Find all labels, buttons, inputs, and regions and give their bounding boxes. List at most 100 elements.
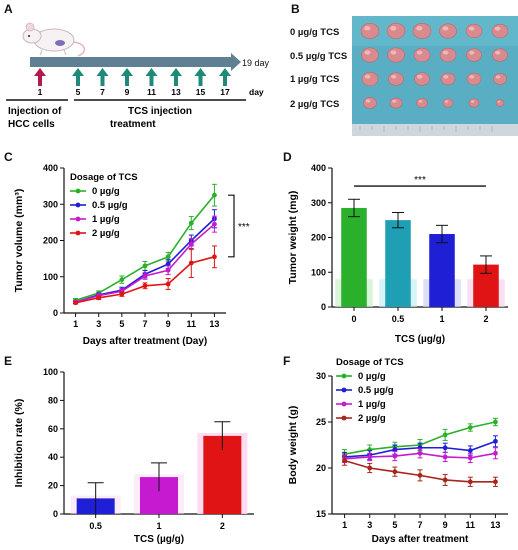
x-tick-label: 0.5 [392, 314, 405, 324]
legend-title: Dosage of TCS [70, 172, 138, 183]
tumor-volume-chart: 0 100 200 300 400 Tumor volume (mm³) Days afte… [13, 163, 250, 347]
y-axis-title: Tumor weight (mg) [287, 191, 299, 285]
data-point [165, 254, 171, 260]
y-tick-label: 30 [316, 371, 326, 381]
y-axis-title: Body weight (g) [287, 406, 299, 485]
data-point [188, 260, 194, 266]
data-point [212, 254, 217, 260]
y-tick-label: 60 [48, 424, 58, 434]
data-point [367, 454, 373, 460]
data-point [165, 281, 171, 287]
timeline-diagram: 19 day 1 5 7 9 11 13 15 17 day Injection of HC… [6, 22, 270, 130]
treatment-day-label: 11 [147, 87, 156, 97]
tumor-sample [386, 23, 406, 39]
day-unit: day [249, 87, 264, 97]
y-tick-label: 300 [311, 198, 326, 208]
data-point [392, 469, 398, 475]
x-tick-label: 11 [187, 319, 197, 329]
treatment-arrowhead [121, 68, 133, 76]
tumor-sample [439, 47, 457, 63]
data-point [493, 479, 498, 485]
data-point [417, 472, 423, 478]
tumor-weight-chart: 0 100 200 300 400 Tumor weight (mg) TCS (µg/g)… [287, 163, 508, 345]
tumor-sample [387, 47, 405, 63]
tumor-sample [416, 98, 428, 108]
timeline-bar [30, 57, 232, 67]
bar [341, 207, 367, 307]
bar [429, 234, 455, 307]
x-tick-label: 2 [483, 314, 488, 324]
y-tick-label: 100 [311, 267, 326, 277]
significance-label: *** [414, 175, 426, 186]
x-tick-label: 5 [392, 520, 397, 530]
tumor-sample [388, 72, 404, 86]
legend-label: 0.5 µg/g [92, 200, 128, 211]
injection-text-line2: HCC cells [8, 119, 55, 130]
treatment-arrowhead [96, 68, 109, 76]
y-tick-label: 400 [43, 163, 58, 173]
x-tick-label: 3 [96, 319, 101, 329]
data-point [73, 300, 78, 306]
x-tick-label: 13 [209, 319, 219, 329]
panel-label-f: F [283, 354, 291, 368]
legend-label: 2 µg/g [358, 413, 386, 424]
x-axis-title: TCS (µg/g) [134, 534, 184, 545]
tumor-sample [360, 23, 380, 39]
data-point [442, 445, 448, 451]
legend-title: Dosage of TCS [336, 357, 404, 368]
x-tick-label: 7 [417, 520, 422, 530]
tumor-sample [363, 97, 377, 109]
data-point [142, 283, 148, 289]
injection-arrow [34, 68, 46, 86]
data-point [165, 267, 171, 273]
x-axis-title: Days after treatment (Day) [83, 336, 208, 347]
treatment-text-line1: TCS injection [128, 106, 192, 117]
x-tick-label: 3 [367, 520, 372, 530]
data-point [119, 277, 125, 283]
y-tick-label: 0 [53, 509, 58, 519]
treatment-day-label: 17 [220, 87, 230, 97]
data-point [493, 450, 498, 456]
bar [385, 220, 411, 307]
x-axis-title: Days after treatment [372, 534, 469, 545]
tumor-sample [466, 72, 482, 86]
legend-label: 0 µg/g [358, 371, 386, 382]
panel-label-e: E [4, 354, 13, 368]
tumor-photo-panel: 0 µg/g TCS 0.5 µg/g TCS 1 µg/g TCS 2 µg/… [290, 16, 518, 136]
tumor-sample [466, 48, 482, 62]
data-point [142, 273, 148, 279]
treatment-day-label: 15 [196, 87, 206, 97]
x-tick-label: 0 [351, 314, 356, 324]
panel-label-c: C [4, 150, 13, 164]
legend-label: 1 µg/g [92, 214, 120, 225]
x-tick-label: 1 [342, 520, 347, 530]
y-tick-label: 80 [48, 395, 58, 405]
y-tick-label: 20 [316, 463, 326, 473]
tumor-photo [352, 16, 518, 136]
x-tick-label: 11 [466, 520, 476, 530]
end-day-label: 19 day [242, 58, 270, 68]
treatment-day-label: 9 [125, 87, 130, 97]
data-point [188, 220, 194, 226]
y-axis-title: Inhibition rate (%) [13, 399, 25, 488]
photo-row-label-0: 0 µg/g TCS [290, 27, 340, 38]
data-point [142, 263, 148, 269]
y-tick-label: 15 [316, 509, 326, 519]
data-point [367, 465, 373, 471]
x-tick-label: 1 [156, 521, 161, 531]
y-tick-label: 20 [48, 481, 58, 491]
data-point [493, 419, 498, 425]
treatment-arrowhead [72, 68, 84, 76]
tumor-sample [414, 72, 430, 86]
injection-text-line1: Injection of [8, 106, 62, 117]
tumor-sample [493, 73, 507, 85]
y-axis-title: Tumor volume (mm³) [13, 189, 25, 293]
x-tick-label: 1 [439, 314, 444, 324]
data-point [212, 221, 217, 227]
x-tick-label: 2 [220, 521, 225, 531]
x-tick-label: 7 [142, 319, 147, 329]
data-point [493, 438, 498, 444]
treatment-arrowhead [194, 68, 207, 76]
data-point [467, 455, 473, 461]
